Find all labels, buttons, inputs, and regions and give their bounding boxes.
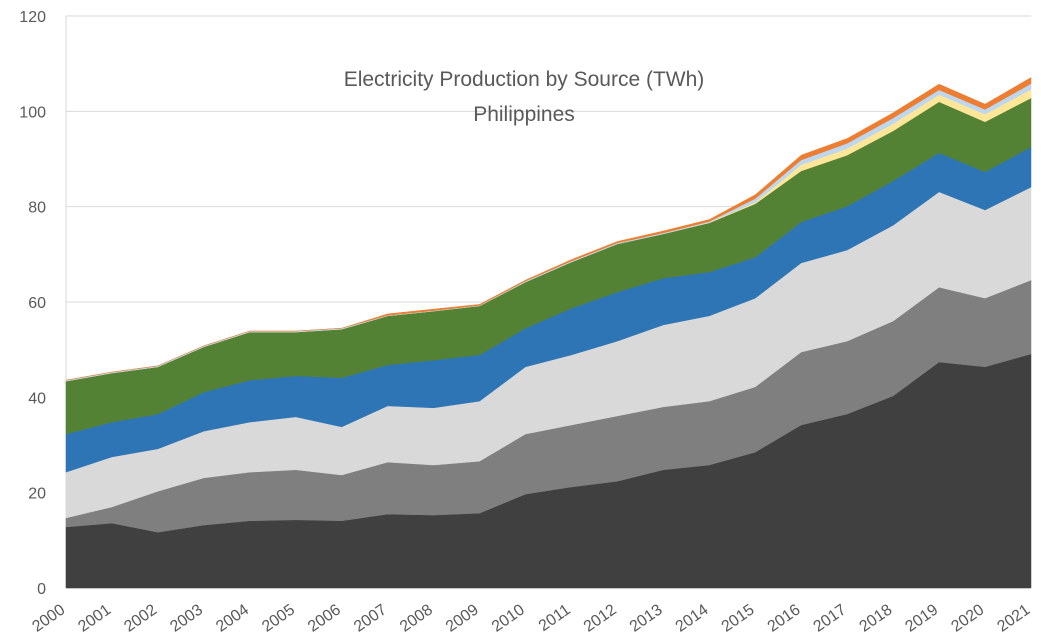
x-tick-label: 2003 bbox=[167, 601, 206, 635]
x-tick-label: 2011 bbox=[536, 601, 574, 635]
y-tick-label: 80 bbox=[28, 200, 46, 217]
x-tick-label: 2012 bbox=[581, 601, 620, 635]
x-tick-label: 2005 bbox=[259, 601, 298, 635]
x-tick-label: 2013 bbox=[627, 601, 666, 635]
y-tick-label: 20 bbox=[28, 486, 46, 503]
x-tick-label: 2004 bbox=[213, 601, 252, 635]
x-tick-label: 2009 bbox=[443, 601, 482, 635]
x-tick-label: 2020 bbox=[948, 601, 987, 635]
x-tick-label: 2002 bbox=[121, 601, 160, 635]
y-tick-label: 100 bbox=[19, 104, 46, 121]
area bbox=[65, 77, 1032, 381]
x-tick-label: 2018 bbox=[857, 601, 896, 635]
x-tick-label: 2016 bbox=[765, 601, 804, 635]
x-tick-label: 2017 bbox=[811, 601, 850, 635]
x-tick-label: 2015 bbox=[719, 601, 758, 635]
x-tick-label: 2007 bbox=[351, 601, 390, 635]
y-tick-label: 120 bbox=[19, 9, 46, 26]
x-tick-label: 2001 bbox=[75, 601, 114, 635]
x-tick-label: 2021 bbox=[994, 601, 1033, 635]
y-tick-label: 60 bbox=[28, 295, 46, 312]
y-tick-label: 40 bbox=[28, 390, 46, 407]
x-tick-label: 2006 bbox=[305, 601, 344, 635]
x-tick-label: 2010 bbox=[489, 601, 528, 635]
y-tick-label: 0 bbox=[37, 581, 46, 598]
chart-title: Electricity Production by Source (TWh) bbox=[344, 68, 705, 91]
x-tick-label: 2008 bbox=[397, 601, 436, 635]
x-tick-label: 2019 bbox=[902, 601, 941, 635]
x-tick-label: 2014 bbox=[673, 601, 712, 635]
chart-subtitle: Philippines bbox=[473, 103, 575, 126]
x-tick-label: 2000 bbox=[29, 601, 68, 635]
